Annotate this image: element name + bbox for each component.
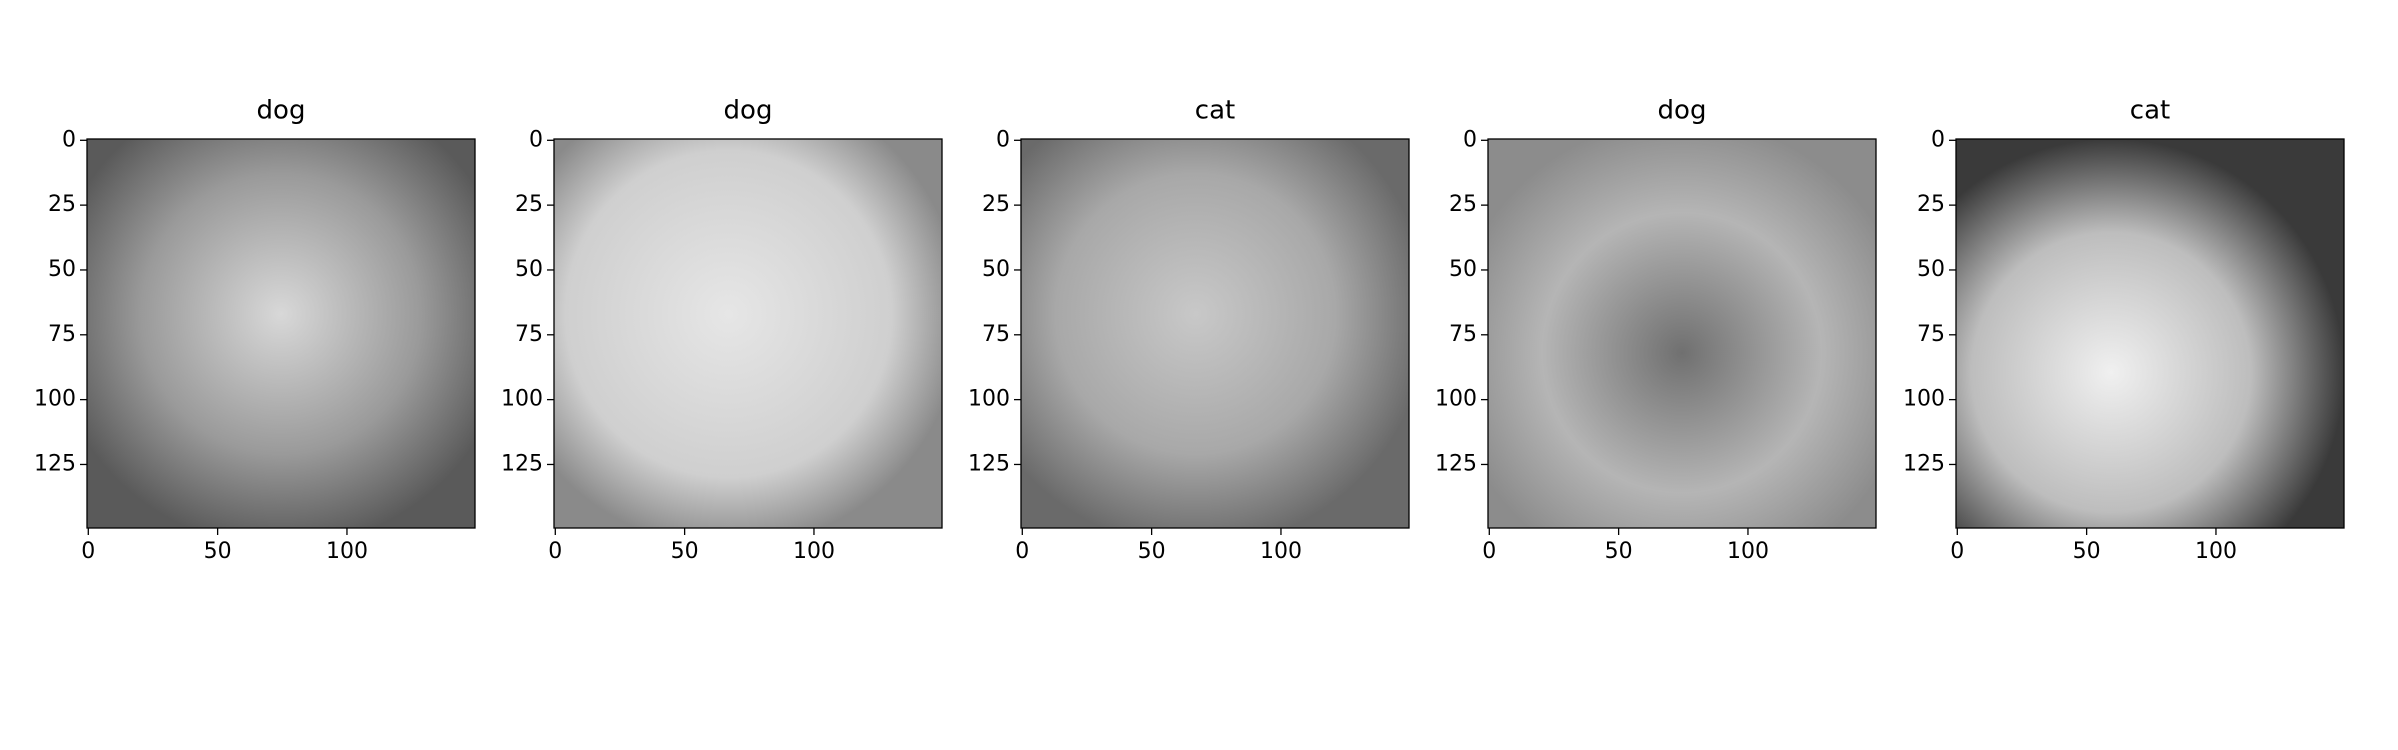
y-tick-label: 100 [1435, 387, 1477, 412]
x-tick-label: 100 [1260, 539, 1302, 564]
x-tick-label: 50 [1605, 539, 1633, 564]
y-tick-label: 100 [34, 387, 76, 412]
x-tick-label: 50 [204, 539, 232, 564]
axes-frame [1955, 138, 2345, 529]
axes-frame [86, 138, 476, 529]
y-tick-label: 0 [1931, 127, 1945, 152]
subplot-title: dog [1658, 96, 1707, 126]
y-tick-label: 75 [515, 322, 543, 347]
y-tick-label: 25 [982, 192, 1010, 217]
y-tick-label: 50 [982, 257, 1010, 282]
y-tick-label: 50 [48, 257, 76, 282]
y-tick-label: 0 [1463, 127, 1477, 152]
axes-frame [1487, 138, 1877, 529]
subplot-title: dog [724, 96, 773, 126]
subplot-title: cat [2130, 96, 2170, 126]
y-tick-label: 25 [1449, 192, 1477, 217]
y-tick-label: 0 [996, 127, 1010, 152]
subplot-title: cat [1195, 96, 1235, 126]
x-tick-label: 100 [1727, 539, 1769, 564]
y-tick-label: 25 [48, 192, 76, 217]
y-tick-label: 125 [968, 451, 1010, 476]
y-tick-label: 0 [529, 127, 543, 152]
y-tick-label: 50 [1449, 257, 1477, 282]
x-tick-label: 0 [1482, 539, 1496, 564]
x-tick-label: 0 [1950, 539, 1964, 564]
y-tick-label: 100 [968, 387, 1010, 412]
y-tick-label: 75 [982, 322, 1010, 347]
y-tick-label: 50 [1917, 257, 1945, 282]
y-tick-label: 125 [1903, 451, 1945, 476]
x-tick-label: 100 [793, 539, 835, 564]
image [1488, 139, 1876, 528]
y-tick-label: 75 [1449, 322, 1477, 347]
y-tick-label: 25 [515, 192, 543, 217]
axes-frame [1020, 138, 1410, 529]
x-tick-label: 0 [1015, 539, 1029, 564]
y-tick-label: 125 [501, 451, 543, 476]
y-tick-label: 125 [34, 451, 76, 476]
y-tick-label: 75 [48, 322, 76, 347]
x-tick-label: 0 [548, 539, 562, 564]
image [1021, 139, 1409, 528]
x-tick-label: 100 [2195, 539, 2237, 564]
x-tick-label: 100 [326, 539, 368, 564]
y-tick-label: 100 [1903, 387, 1945, 412]
x-tick-label: 50 [671, 539, 699, 564]
axes-frame [553, 138, 943, 529]
y-tick-label: 25 [1917, 192, 1945, 217]
image [554, 139, 942, 528]
y-tick-label: 100 [501, 387, 543, 412]
y-tick-label: 50 [515, 257, 543, 282]
y-tick-label: 75 [1917, 322, 1945, 347]
image [87, 139, 475, 528]
subplot-title: dog [257, 96, 306, 126]
y-tick-label: 0 [62, 127, 76, 152]
x-tick-label: 50 [1138, 539, 1166, 564]
y-tick-label: 125 [1435, 451, 1477, 476]
x-tick-label: 50 [2073, 539, 2101, 564]
x-tick-label: 0 [81, 539, 95, 564]
image [1956, 139, 2344, 528]
